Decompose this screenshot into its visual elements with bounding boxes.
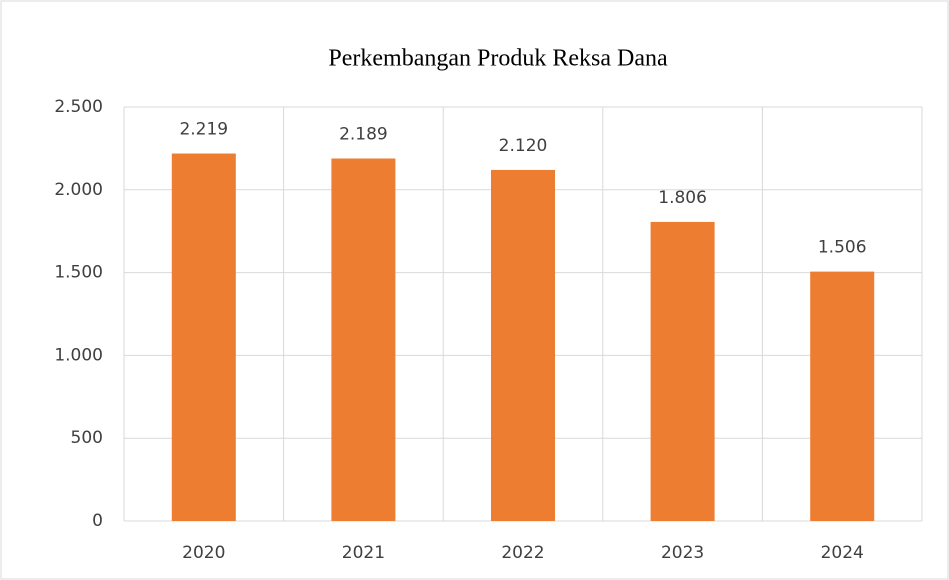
data-label: 1.806: [658, 188, 707, 208]
x-tick-label: 2023: [661, 543, 704, 563]
x-tick-label: 2022: [501, 543, 544, 563]
y-tick-label: 0: [92, 511, 103, 531]
y-tick-label: 2.500: [54, 97, 103, 117]
bar: [171, 153, 236, 521]
x-tick-label: 2020: [182, 543, 225, 563]
x-tick-label: 2024: [821, 543, 864, 563]
data-label: 2.219: [179, 120, 228, 140]
x-tick-label: 2021: [342, 543, 385, 563]
data-label: 1.506: [818, 238, 867, 258]
data-label: 2.120: [499, 136, 548, 156]
y-tick-label: 1.000: [54, 345, 103, 365]
y-tick-label: 2.000: [54, 180, 103, 200]
y-tick-label: 500: [71, 428, 103, 448]
bar: [331, 158, 396, 522]
chart-title: Perkembangan Produk Reksa Dana: [328, 46, 668, 72]
bar: [810, 271, 875, 521]
bar: [650, 221, 715, 522]
data-label: 2.189: [339, 125, 388, 145]
y-tick-label: 1.500: [54, 263, 103, 283]
bar: [491, 169, 555, 522]
